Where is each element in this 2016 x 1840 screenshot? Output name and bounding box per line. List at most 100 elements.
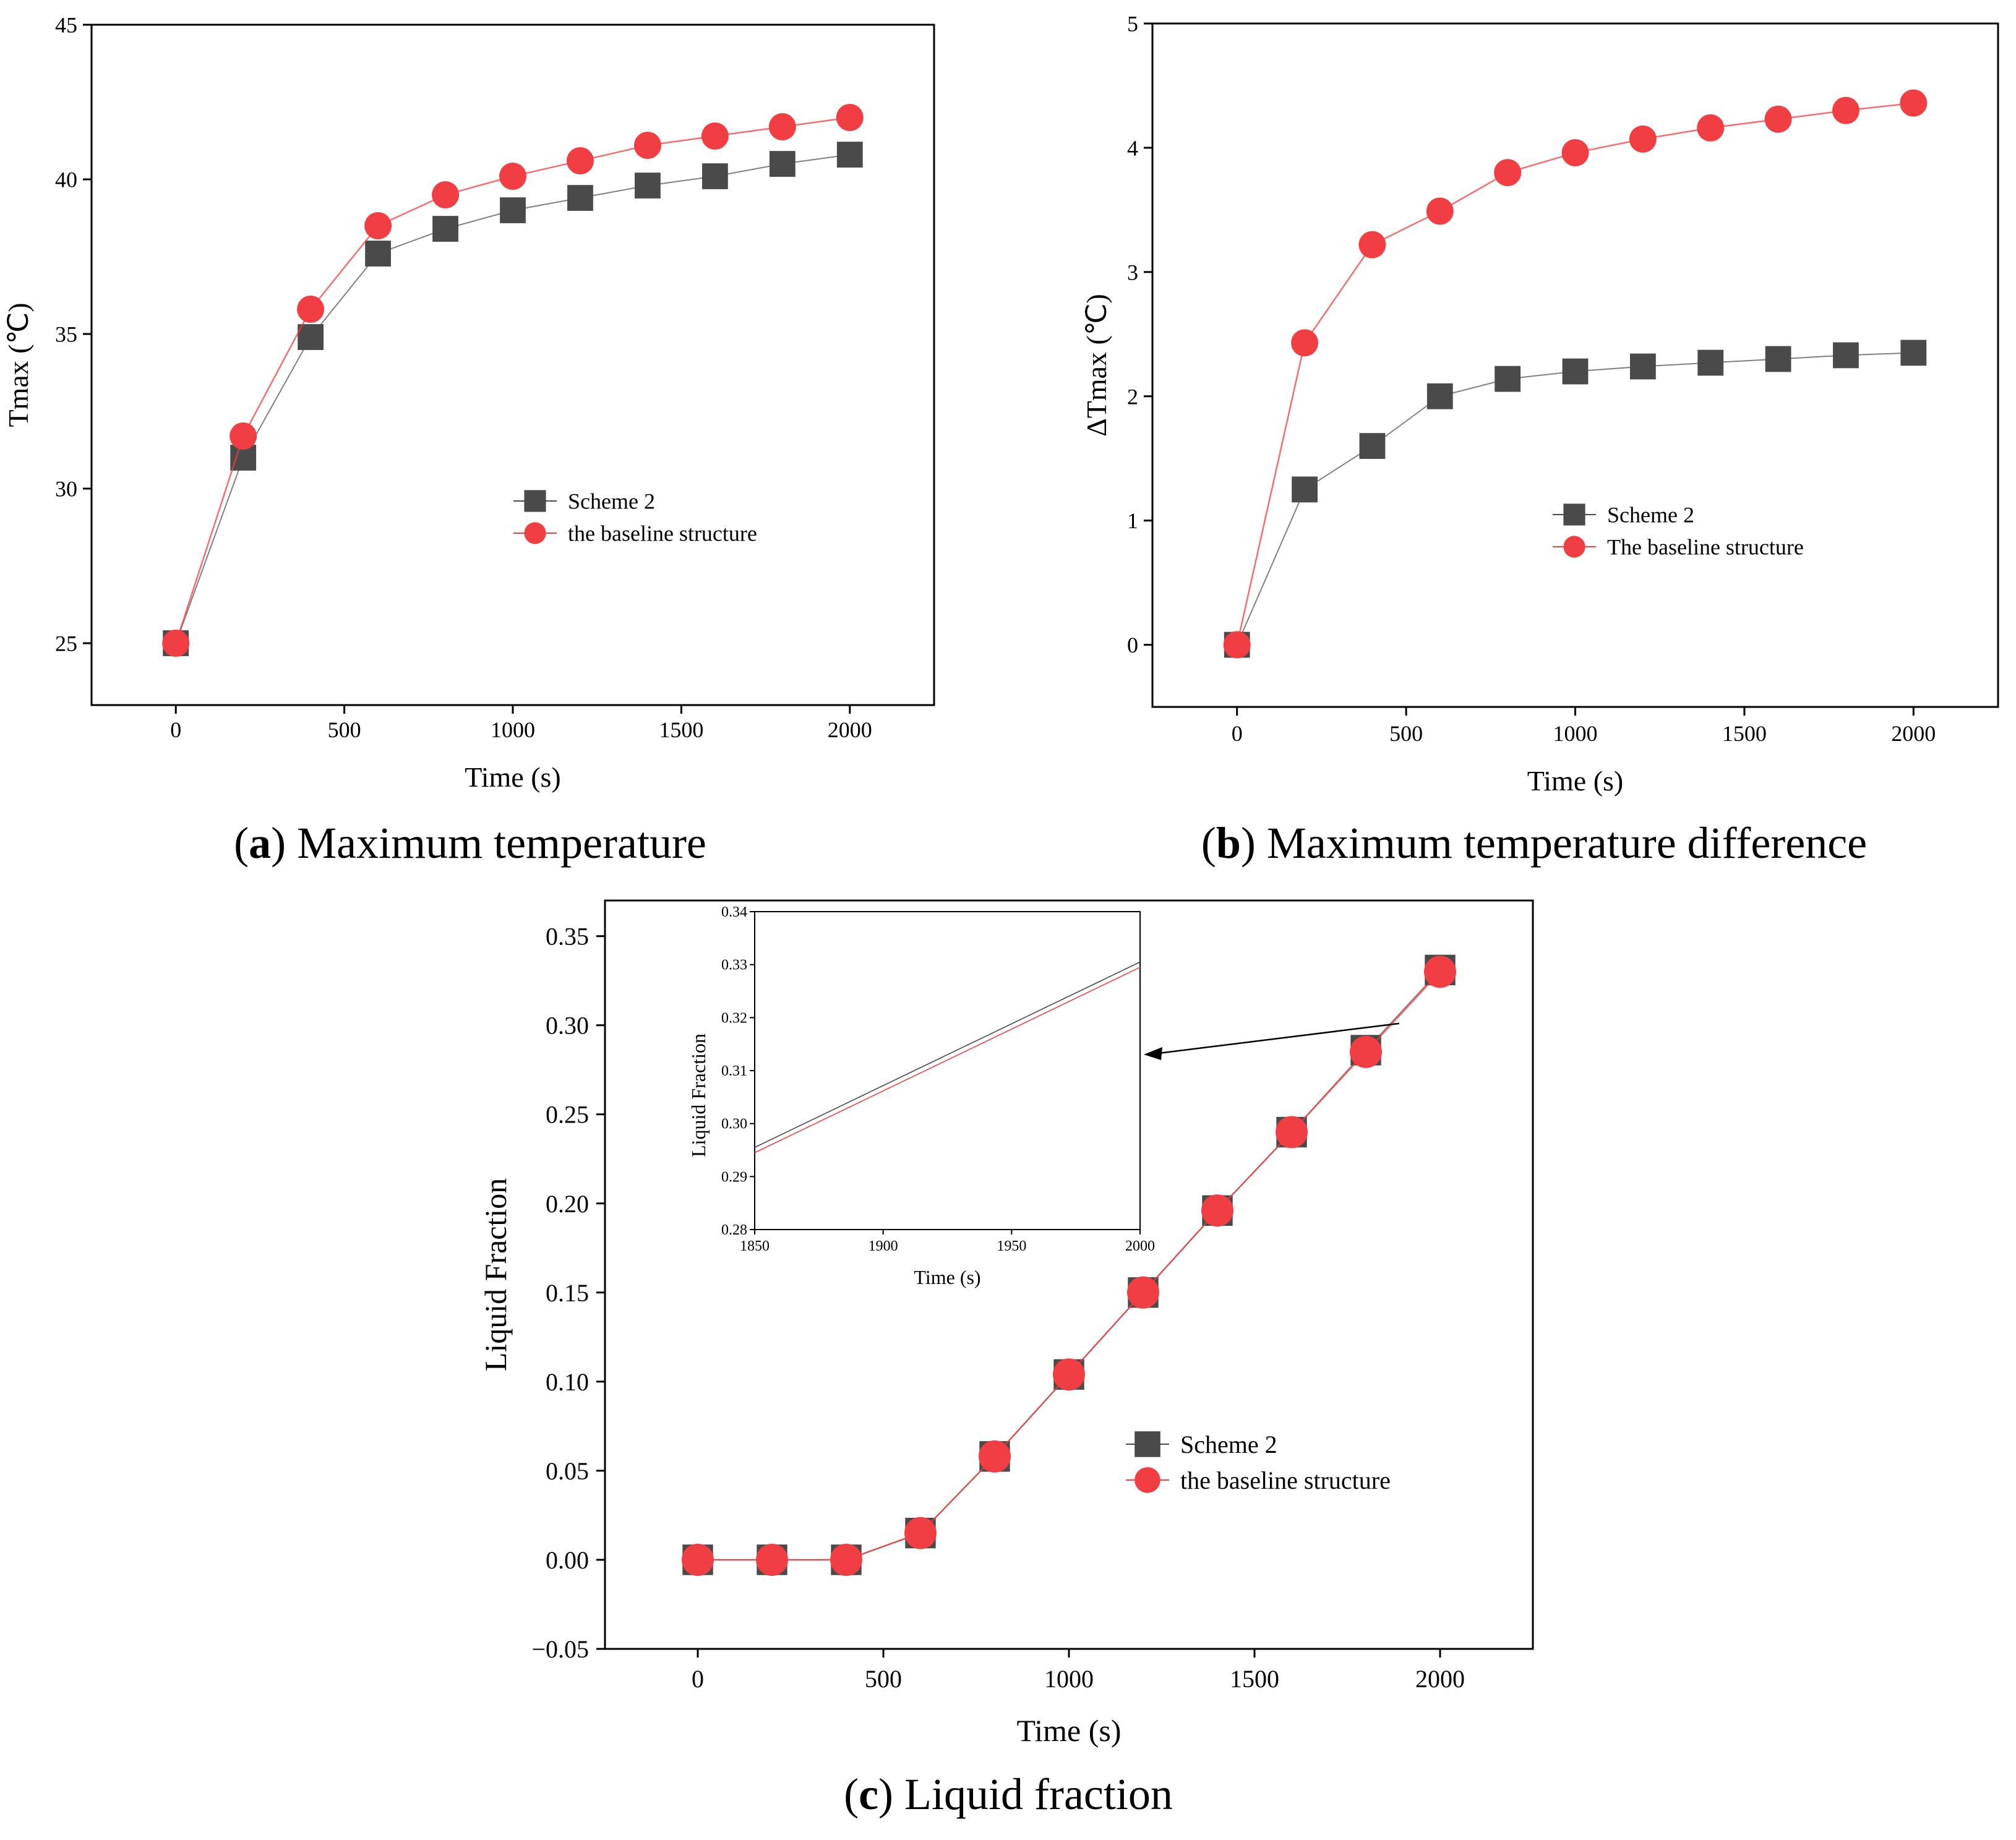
chart-a-series-1 xyxy=(162,104,864,657)
chart-c-inset-xtick-label: 1950 xyxy=(997,1238,1026,1254)
chart-b-xtick-label: 1500 xyxy=(1722,721,1767,746)
chart-a-series-0 xyxy=(163,142,863,656)
chart-a-series-0-point xyxy=(298,324,324,350)
chart-c-inset-pointer-line xyxy=(1158,1022,1400,1055)
chart-b-series-1-point xyxy=(1900,89,1928,117)
chart-b-series-0-point xyxy=(1697,349,1724,376)
chart-b-series-1-point xyxy=(1629,125,1657,153)
caption-b-text: Maximum temperature difference xyxy=(1255,818,1868,868)
chart-a-series-1-point xyxy=(701,122,729,150)
chart-c-legend-marker xyxy=(1135,1431,1160,1457)
chart-c-inset-ytick-label: 0.31 xyxy=(721,1063,747,1079)
chart-b-series-1-point xyxy=(1561,139,1589,166)
chart-b-series-0-point xyxy=(1426,383,1453,409)
chart-c-series-1-point xyxy=(1350,1035,1382,1068)
panel-c-liquid-fraction: 0 500 1000 1500 2000 −0.05 0.00 0.05 0.10 0.15 0.2… xyxy=(464,884,1546,1763)
chart-a-ytick-label: 35 xyxy=(55,322,77,347)
chart-b-series-1-point xyxy=(1832,96,1859,124)
chart-b-series-0-point xyxy=(1292,476,1318,503)
chart-a-series-1-point xyxy=(297,296,325,323)
chart-c-legend-label: Scheme 2 xyxy=(1180,1431,1277,1458)
chart-c-series-1-point xyxy=(1127,1276,1159,1309)
chart-c-series-1-point xyxy=(756,1543,788,1576)
chart-b-ylabel: ΔTmax (℃) xyxy=(1081,294,1112,437)
chart-a-frame xyxy=(90,24,935,706)
chart-c-xlabel: Time (s) xyxy=(1016,1713,1121,1748)
chart-a-ylabel: Tmax (℃) xyxy=(2,302,34,427)
chart-b-xtick-label: 0 xyxy=(1232,721,1243,746)
caption-c-letter: c xyxy=(859,1769,879,1819)
chart-c-svg: 0 500 1000 1500 2000 −0.05 0.00 0.05 0.10 0.15 0.2… xyxy=(478,899,1534,1748)
chart-c-series-1-point xyxy=(1424,956,1456,988)
chart-c-series-1-point xyxy=(979,1440,1011,1473)
chart-c-inset-series-1-line xyxy=(754,967,1141,1153)
chart-c-inset-xlabel: Time (s) xyxy=(914,1266,980,1288)
chart-b-series-0 xyxy=(1224,340,1927,658)
chart-a-series-1-point xyxy=(633,132,661,159)
chart-a-ytick-label: 30 xyxy=(55,477,77,502)
chart-a-series-1-point xyxy=(432,181,460,208)
chart-a-legend-marker xyxy=(524,490,546,512)
chart-a-xtick-label: 2000 xyxy=(828,717,872,742)
chart-a-legend-label: the baseline structure xyxy=(568,521,757,546)
chart-b-series-0-point xyxy=(1833,342,1859,369)
chart-a-xtick-label: 1500 xyxy=(659,717,703,742)
chart-a-series-0-point xyxy=(769,151,796,177)
caption-a: (a) Maximum temperature xyxy=(234,818,706,868)
chart-c-xtick-label: 2000 xyxy=(1415,1665,1465,1693)
chart-c-ytick-label: 0.20 xyxy=(546,1190,589,1218)
chart-c-xtick-label: 500 xyxy=(865,1665,902,1693)
chart-c-inset-xtick-label: 1900 xyxy=(869,1238,898,1254)
chart-b-series-1-point xyxy=(1358,231,1386,259)
chart-a-series-1-point xyxy=(499,163,526,190)
chart-a-series-0-point xyxy=(432,216,458,242)
chart-b-series-0-point xyxy=(1562,358,1589,385)
chart-c-ytick-label: 0.10 xyxy=(546,1368,589,1396)
chart-a-series-1-line xyxy=(175,116,850,644)
chart-c-inset: 1850 1900 1950 2000 0.28 0.29 0.30 0.31 0.32 0.33… xyxy=(687,904,1400,1288)
chart-b-xlabel: Time (s) xyxy=(1527,765,1624,797)
chart-c-inset-frame xyxy=(754,911,1141,1230)
chart-b-ytick-label: 4 xyxy=(1127,136,1138,161)
chart-a-series-1-point xyxy=(229,422,257,450)
chart-a-series-1-point xyxy=(364,212,392,239)
chart-a-legend-marker xyxy=(524,522,546,544)
caption-c-text: Liquid fraction xyxy=(893,1769,1173,1819)
chart-b-legend-marker xyxy=(1563,536,1585,558)
chart-b-series-1-point xyxy=(1426,197,1454,225)
chart-b-frame xyxy=(1151,22,1999,708)
chart-b-series-0-point xyxy=(1495,366,1521,392)
chart-a-legend-label: Scheme 2 xyxy=(568,489,655,514)
chart-b-series-0-point xyxy=(1359,433,1386,459)
chart-c-series-1-point xyxy=(1053,1358,1085,1391)
caption-c: (c) Liquid fraction xyxy=(844,1769,1173,1819)
caption-a-letter: a xyxy=(249,818,272,868)
chart-c-inset-ytick-label: 0.30 xyxy=(721,1116,747,1132)
caption-a-text: Maximum temperature xyxy=(286,818,706,868)
chart-c-inset-ytick-label: 0.34 xyxy=(721,904,747,920)
chart-a-series-0-point xyxy=(635,173,661,199)
panel-b-maximum-temperature-difference: 0 500 1000 1500 2000 0 1 2 3 4 5 Time (s) ΔTmax (℃) S… xyxy=(1014,0,2016,804)
chart-c-ytick-label: −0.05 xyxy=(531,1635,589,1663)
chart-b-series-1-point xyxy=(1291,329,1319,357)
chart-c-series-1-point xyxy=(1276,1116,1308,1149)
chart-b-series-0-point xyxy=(1900,340,1927,366)
chart-c-xtick-label: 0 xyxy=(692,1665,704,1693)
chart-c-ytick-label: 0.30 xyxy=(546,1012,589,1040)
chart-c-ytick-label: 0.15 xyxy=(546,1279,589,1307)
chart-a-series-0-point xyxy=(500,197,526,223)
chart-c-legend: Scheme 2 the baseline structure xyxy=(1126,1431,1391,1494)
chart-b-ytick-label: 3 xyxy=(1127,260,1138,285)
chart-c-inset-ytick-label: 0.28 xyxy=(721,1222,747,1238)
chart-c-series-1-point xyxy=(1201,1194,1233,1227)
chart-a-series-0-point xyxy=(365,241,391,267)
chart-c-ytick-label: 0.00 xyxy=(546,1546,589,1574)
chart-c-frame xyxy=(604,899,1534,1650)
chart-a-series-0-point xyxy=(701,163,728,189)
chart-a-xlabel: Time (s) xyxy=(465,761,561,793)
chart-c-xtick-label: 1000 xyxy=(1044,1665,1094,1693)
chart-c-legend-label: the baseline structure xyxy=(1180,1466,1391,1494)
chart-c-ytick-label: 0.25 xyxy=(546,1101,589,1129)
chart-b-series-1-point xyxy=(1764,105,1792,133)
